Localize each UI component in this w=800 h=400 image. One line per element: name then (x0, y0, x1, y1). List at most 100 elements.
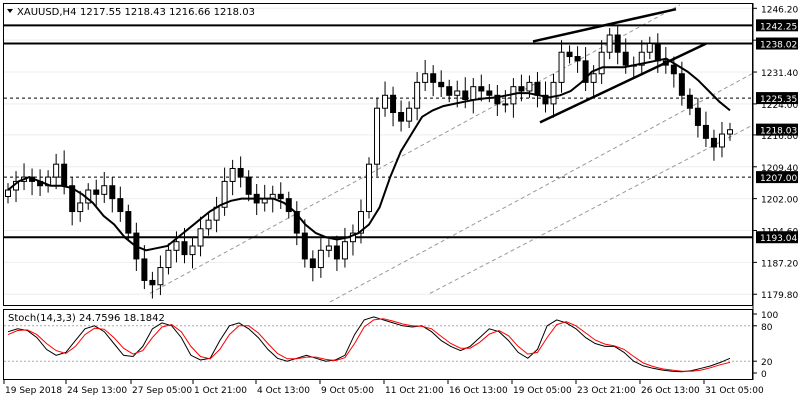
candle-body (686, 94, 693, 109)
candle-body (333, 245, 340, 260)
stochastic-axis: 0 20 80 100 (753, 311, 778, 380)
candle-body (93, 189, 100, 195)
time-tick-label: 26 Oct 13:00 (641, 386, 700, 396)
candle-body (205, 219, 212, 230)
price-tick-label: 1202.00 (761, 196, 798, 206)
price-tick-label: 1179.80 (761, 291, 798, 301)
time-tick-label: 19 Sep 2018 (5, 386, 62, 396)
candle-body (5, 189, 11, 197)
candle-body (590, 73, 597, 83)
candle-body (341, 241, 348, 260)
last-price-box (756, 123, 798, 136)
stoch-tick-label: 100 (761, 311, 778, 321)
trendline-2 (539, 42, 707, 124)
candle-body (502, 103, 509, 106)
candle-body (301, 232, 308, 260)
candle-body (422, 73, 429, 83)
candlestick-series (5, 24, 733, 299)
stoch-tick-label: 80 (761, 323, 773, 333)
candle-body (582, 60, 589, 83)
candle-body (101, 185, 108, 195)
time-tick-label: 4 Oct 13:00 (257, 386, 310, 396)
candle-body (245, 176, 252, 195)
channel-line-3 (429, 124, 753, 294)
candle-body (598, 51, 605, 75)
candle-body (670, 64, 677, 75)
candle-body (478, 86, 485, 92)
candle-body (317, 249, 324, 269)
level-label-box (756, 231, 798, 244)
candle-body (382, 94, 389, 109)
symbol-label: XAUUSD,H4 (17, 7, 76, 18)
stoch-title: Stoch(14,3,3) 24.7596 18.1842 (8, 313, 165, 324)
candle-body (694, 107, 701, 126)
candle-body (221, 180, 228, 208)
candle-body (366, 163, 372, 213)
wedge-trendlines (532, 7, 707, 124)
stoch-tick-label: 0 (761, 370, 767, 380)
candle-body (165, 249, 172, 269)
time-tick-label: 24 Sep 13:00 (67, 386, 127, 396)
stoch-line-1 (7, 316, 731, 373)
candle-body (181, 241, 188, 256)
stochastic-oscillator (4, 316, 752, 373)
candle-body (550, 81, 557, 105)
candle-body (526, 81, 533, 92)
candle-body (414, 81, 421, 109)
time-tick-label: 27 Sep 05:00 (132, 386, 192, 396)
candle-body (357, 211, 364, 234)
candle-body (77, 202, 84, 213)
level-label-text: 1207.00 (760, 174, 797, 184)
level-label-text: 1225.35 (760, 95, 797, 105)
candle-body (654, 43, 661, 62)
level-price-labels: 1242.25 1238.02 1225.35 1207.00 1193.04 1218.… (756, 19, 798, 244)
candle-body (718, 133, 725, 148)
candle-body (173, 241, 180, 251)
candle-body (189, 245, 196, 256)
candle-body (61, 163, 68, 187)
candle-body (494, 94, 501, 105)
time-tick-label: 11 Oct 21:00 (385, 386, 444, 396)
ohlc-readout: 1217.55 1218.43 1216.66 1218.03 (80, 7, 255, 18)
channel-line-2 (329, 73, 753, 303)
level-label-box (756, 92, 798, 105)
candle-body (141, 258, 148, 281)
candle-body (662, 60, 669, 66)
candle-body (614, 34, 621, 53)
candle-body (486, 90, 493, 96)
candle-body (197, 228, 204, 247)
moving-average-line (7, 57, 731, 252)
price-tick-label: 1216.80 (761, 132, 798, 142)
candle-body (542, 94, 549, 105)
candle-body (446, 86, 453, 96)
time-axis: 19 Sep 2018 24 Sep 13:00 27 Sep 05:00 1 Oct… (3, 380, 764, 396)
candle-body (710, 137, 717, 148)
main-grid (4, 7, 752, 295)
candle-body (727, 129, 733, 135)
time-tick-label: 31 Oct 05:00 (705, 386, 764, 396)
stoch-tick-label: 20 (761, 358, 773, 368)
trendline-1 (532, 7, 677, 43)
level-label-box (756, 19, 798, 32)
last-price-label: 1218.03 (760, 127, 797, 137)
candle-body (534, 81, 541, 96)
price-tick-label: 1246.20 (761, 5, 798, 15)
time-tick-label: 9 Oct 05:00 (321, 386, 374, 396)
candle-body (149, 279, 156, 286)
candle-body (109, 185, 116, 200)
candle-body (69, 185, 76, 213)
collapse-triangle-icon[interactable] (7, 9, 13, 13)
candle-body (374, 107, 381, 165)
candle-body (518, 86, 525, 92)
price-tick-label: 1187.20 (761, 259, 798, 269)
time-tick-label: 1 Oct 21:00 (194, 386, 247, 396)
candle-body (398, 112, 405, 122)
level-label-text: 1238.02 (760, 41, 797, 51)
candle-body (53, 163, 60, 178)
price-channel (149, 4, 753, 303)
candle-body (622, 51, 629, 66)
candle-body (678, 73, 685, 96)
candle-body (277, 193, 284, 200)
moving-average-path (7, 57, 731, 252)
